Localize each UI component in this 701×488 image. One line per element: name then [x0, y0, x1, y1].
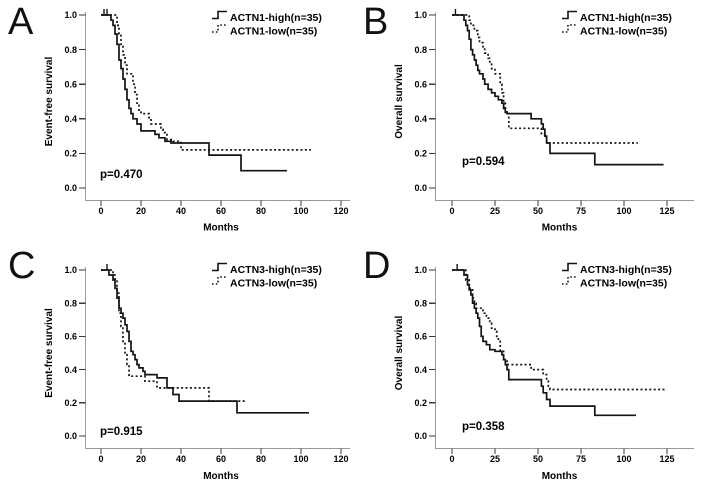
x-tick-label: 40: [176, 454, 186, 464]
legend-label: ACTN3-low(n=35): [230, 278, 317, 290]
x-tick-label: 100: [293, 454, 308, 464]
y-tick-label: 0.4: [64, 114, 77, 124]
x-tick-label: 120: [333, 206, 348, 216]
km-curve-dotted: [452, 14, 638, 144]
y-tick-label: 0.0: [64, 431, 77, 441]
panel-letter-c: C: [8, 245, 36, 287]
legend-label: ACTN1-high(n=35): [230, 12, 322, 24]
y-tick-label: 1.0: [64, 10, 77, 20]
x-tick-label: 0: [449, 454, 454, 464]
panel-letter-b: B: [363, 1, 389, 43]
x-tick-label: 100: [616, 454, 631, 464]
y-tick-label: 0.0: [414, 183, 427, 193]
dotted-step-icon: [212, 276, 227, 285]
x-tick-label: 20: [136, 206, 146, 216]
x-tick-label: 80: [256, 206, 266, 216]
x-tick-label: 80: [256, 454, 266, 464]
y-tick-label: 1.0: [64, 265, 77, 275]
panel-a-km-chart: 0.0 0.2 0.4 0.6 0.8 1.0 0 20 40 60 80 100 120 Months E…: [44, 9, 350, 234]
solid-step-icon: [212, 10, 227, 20]
solid-step-icon: [562, 10, 577, 20]
x-axis-title: Months: [203, 223, 239, 234]
x-tick-label: 0: [98, 206, 103, 216]
y-tick-label: 0.6: [64, 79, 77, 89]
y-tick-label: 0.6: [414, 79, 427, 89]
x-tick-label: 60: [216, 454, 226, 464]
y-tick-label: 0.2: [64, 149, 77, 159]
legend-label: ACTN3-low(n=35): [580, 278, 667, 290]
y-tick-label: 0.2: [64, 398, 77, 408]
x-tick-label: 25: [490, 454, 500, 464]
y-tick-label: 0.8: [414, 298, 427, 308]
x-axis-title: Months: [542, 471, 578, 482]
y-tick-label: 0.6: [64, 332, 77, 342]
legend-label: ACTN3-high(n=35): [580, 264, 672, 276]
panel-b-km-chart: 0.0 0.2 0.4 0.6 0.8 1.0 0 25 50 75 100 125 Months Ove…: [394, 9, 694, 234]
p-value-label: p=0.358: [462, 421, 505, 433]
panel-c-km-chart: 0.0 0.2 0.4 0.6 0.8 1.0 0 20 40 60 80 100 120 Months E…: [44, 262, 350, 482]
x-tick-label: 25: [490, 206, 500, 216]
y-tick-label: 0.2: [414, 398, 427, 408]
x-tick-label: 20: [136, 454, 146, 464]
km-curve-solid: [101, 14, 287, 172]
x-tick-label: 120: [333, 454, 348, 464]
p-value-label: p=0.470: [100, 169, 143, 181]
y-tick-label: 0.8: [64, 298, 77, 308]
y-tick-label: 0.8: [414, 45, 427, 55]
y-tick-label: 0.4: [414, 365, 427, 375]
dotted-step-icon: [562, 276, 577, 285]
x-tick-label: 0: [98, 454, 103, 464]
panel-letter-a: A: [8, 1, 34, 43]
x-tick-label: 125: [659, 454, 674, 464]
solid-step-icon: [212, 262, 227, 272]
y-tick-label: 0.4: [414, 114, 427, 124]
km-curve-solid: [452, 269, 636, 417]
y-tick-label: 0.8: [64, 45, 77, 55]
km-curve-solid: [101, 269, 309, 414]
km-curve-solid: [452, 14, 664, 166]
panel-letter-d: D: [363, 245, 391, 287]
solid-step-icon: [562, 262, 577, 272]
legend-label: ACTN3-high(n=35): [230, 264, 322, 276]
x-tick-label: 60: [216, 206, 226, 216]
y-tick-label: 0.0: [64, 183, 77, 193]
y-axis-title: Event-free survival: [44, 57, 55, 147]
x-tick-label: 100: [616, 206, 631, 216]
y-tick-label: 0.6: [414, 332, 427, 342]
legend-label: ACTN1-low(n=35): [230, 26, 317, 38]
legend-label: ACTN1-high(n=35): [580, 12, 672, 24]
y-tick-label: 0.4: [64, 365, 77, 375]
km-curve-dotted: [101, 269, 245, 402]
x-tick-label: 100: [293, 206, 308, 216]
p-value-label: p=0.915: [100, 426, 143, 438]
x-axis-title: Months: [203, 471, 239, 482]
x-tick-label: 75: [576, 206, 586, 216]
y-tick-label: 0.2: [414, 149, 427, 159]
x-axis-title: Months: [542, 223, 578, 234]
y-tick-label: 0.0: [414, 431, 427, 441]
dotted-step-icon: [562, 24, 577, 33]
legend-label: ACTN1-low(n=35): [580, 26, 667, 38]
dotted-step-icon: [212, 24, 227, 33]
y-axis-title: Overall survival: [394, 64, 405, 139]
km-curve-dotted: [101, 14, 311, 151]
x-tick-label: 0: [449, 206, 454, 216]
p-value-label: p=0.594: [462, 156, 505, 168]
x-tick-label: 75: [576, 454, 586, 464]
y-tick-label: 1.0: [414, 10, 427, 20]
y-axis-title: Event-free survival: [44, 308, 55, 398]
x-tick-label: 50: [533, 454, 543, 464]
x-tick-label: 40: [176, 206, 186, 216]
y-axis-title: Overall survival: [394, 316, 405, 391]
x-tick-label: 50: [533, 206, 543, 216]
panel-d-km-chart: 0.0 0.2 0.4 0.6 0.8 1.0 0 25 50 75 100 125 Months Ove…: [394, 262, 694, 482]
y-tick-label: 1.0: [414, 265, 427, 275]
x-tick-label: 125: [659, 206, 674, 216]
